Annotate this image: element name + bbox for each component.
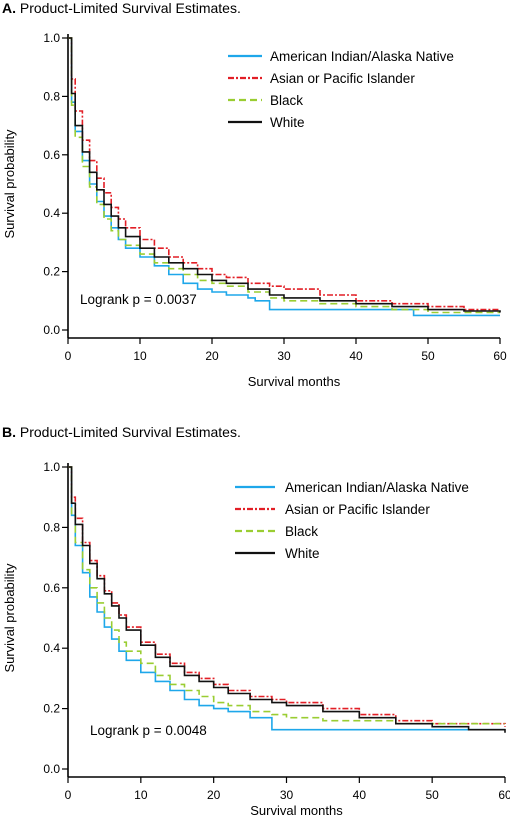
x-axis-label: Survival months (250, 803, 343, 818)
series-line-black (68, 37, 500, 314)
x-tick-label: 60 (498, 788, 510, 802)
legend-label: Black (285, 524, 318, 539)
x-tick-label: 50 (421, 349, 435, 363)
legend-label: Asian or Pacific Islander (270, 71, 415, 86)
x-tick-label: 60 (493, 349, 507, 363)
panel-title: B. Product-Limited Survival Estimates. (2, 424, 241, 440)
logrank-annotation: Logrank p = 0.0048 (90, 723, 207, 738)
x-tick-label: 20 (207, 788, 221, 802)
y-tick-label: 0.4 (43, 641, 60, 655)
y-tick-label: 0.8 (43, 89, 60, 103)
legend-label: American Indian/Alaska Native (270, 49, 454, 64)
y-tick-label: 0.6 (43, 581, 60, 595)
legend-label: White (270, 115, 305, 130)
y-tick-label: 0.2 (43, 265, 60, 279)
panel-label: B. (2, 424, 20, 440)
y-tick-label: 0.0 (43, 762, 60, 776)
y-axis-label: Survival probability (2, 563, 17, 673)
legend-label: Black (270, 93, 303, 108)
x-axis-label: Survival months (248, 374, 341, 389)
x-tick-label: 20 (205, 349, 219, 363)
panel-label: A. (2, 0, 20, 16)
series-line-asian-or-pacific-islander (68, 37, 500, 311)
title-text: Product-Limited Survival Estimates. (20, 0, 241, 16)
panel-b: B. Product-Limited Survival Estimates. 0.… (2, 424, 510, 818)
x-tick-label: 50 (425, 788, 439, 802)
series-line-american-indian-alaska-native (68, 466, 505, 731)
series-line-white (68, 466, 506, 733)
y-tick-label: 1.0 (43, 460, 60, 474)
y-tick-label: 0.8 (43, 520, 60, 534)
y-tick-label: 0.0 (43, 323, 60, 337)
x-tick-label: 10 (134, 788, 148, 802)
y-tick-label: 0.4 (43, 206, 60, 220)
x-tick-label: 40 (349, 349, 363, 363)
legend-label: White (285, 546, 320, 561)
panel-title: A. Product-Limited Survival Estimates. (2, 0, 241, 16)
x-tick-label: 30 (277, 349, 291, 363)
legend: American Indian/Alaska Native Asian or Pa… (228, 49, 454, 130)
x-tick-label: 40 (353, 788, 367, 802)
series-line-asian-or-pacific-islander (68, 466, 506, 727)
series-line-white (68, 37, 501, 313)
x-tick-label: 0 (65, 788, 72, 802)
x-tick-label: 10 (133, 349, 147, 363)
x-tick-label: 30 (280, 788, 294, 802)
title-text: Product-Limited Survival Estimates. (20, 424, 241, 440)
y-axis-label: Survival probability (2, 129, 17, 239)
y-tick-label: 0.2 (43, 702, 60, 716)
legend: American Indian/Alaska Native Asian or Pa… (235, 480, 469, 561)
series-line-black (68, 466, 505, 725)
legend-label: American Indian/Alaska Native (285, 480, 469, 495)
y-tick-label: 0.6 (43, 148, 60, 162)
legend-label: Asian or Pacific Islander (285, 502, 430, 517)
y-tick-label: 1.0 (43, 31, 60, 45)
logrank-annotation: Logrank p = 0.0037 (80, 292, 197, 307)
panel-a: A. Product-Limited Survival Estimates. 0.… (2, 0, 507, 389)
x-tick-label: 0 (65, 349, 72, 363)
